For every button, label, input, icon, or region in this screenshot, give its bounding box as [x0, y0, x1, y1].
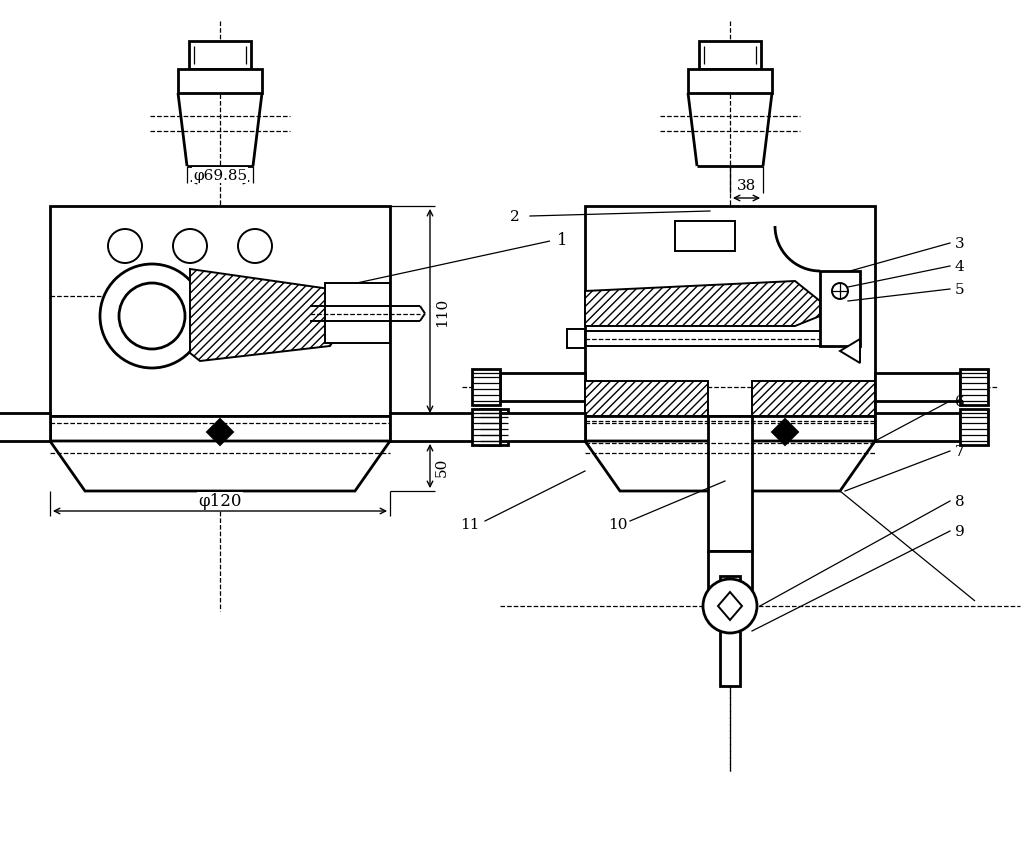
Polygon shape	[840, 339, 860, 363]
Text: 8: 8	[955, 494, 965, 508]
Text: 50: 50	[435, 457, 449, 476]
Polygon shape	[50, 442, 390, 492]
Circle shape	[100, 264, 204, 369]
Bar	[472, 369, 500, 406]
Bar	[874, 413, 959, 442]
Circle shape	[831, 283, 848, 300]
Bar	[959, 410, 988, 445]
Polygon shape	[190, 269, 340, 362]
Circle shape	[108, 230, 142, 263]
Bar	[688, 70, 772, 94]
Text: 4: 4	[955, 260, 965, 274]
Text: 110: 110	[435, 297, 449, 326]
Bar	[500, 413, 585, 442]
Text: 2: 2	[510, 210, 520, 224]
Bar	[699, 42, 761, 70]
Text: φ120: φ120	[199, 493, 242, 510]
Bar	[390, 413, 480, 442]
Text: 1: 1	[557, 232, 567, 248]
Circle shape	[238, 230, 272, 263]
Polygon shape	[585, 381, 708, 417]
Text: 7: 7	[955, 444, 965, 458]
Bar	[820, 272, 860, 347]
Bar	[675, 222, 735, 251]
Text: φ69.85: φ69.85	[193, 169, 247, 183]
Bar	[567, 330, 585, 349]
Bar	[50, 417, 390, 442]
Bar	[480, 410, 508, 445]
Polygon shape	[752, 381, 874, 417]
Polygon shape	[207, 419, 233, 445]
Bar	[720, 576, 740, 686]
Bar	[189, 42, 251, 70]
Bar	[178, 70, 262, 94]
Polygon shape	[772, 419, 798, 445]
Bar	[959, 369, 988, 406]
Circle shape	[703, 579, 757, 633]
Bar	[50, 207, 390, 417]
Text: 38: 38	[737, 179, 756, 193]
Bar	[0, 413, 50, 442]
Text: 10: 10	[608, 517, 628, 531]
Polygon shape	[718, 592, 742, 620]
Circle shape	[119, 283, 185, 350]
Polygon shape	[585, 282, 820, 326]
Text: 11: 11	[461, 517, 480, 531]
Bar	[325, 283, 390, 344]
Text: 5: 5	[955, 282, 965, 297]
Bar	[500, 374, 585, 401]
Bar	[585, 417, 874, 442]
Polygon shape	[585, 442, 874, 492]
Bar	[585, 207, 874, 417]
Bar	[708, 551, 752, 606]
Circle shape	[173, 230, 207, 263]
Text: 3: 3	[955, 237, 965, 251]
Bar	[472, 410, 500, 445]
Bar	[874, 374, 959, 401]
Text: 9: 9	[955, 524, 965, 538]
Text: 6: 6	[955, 394, 965, 408]
Bar	[708, 417, 752, 551]
